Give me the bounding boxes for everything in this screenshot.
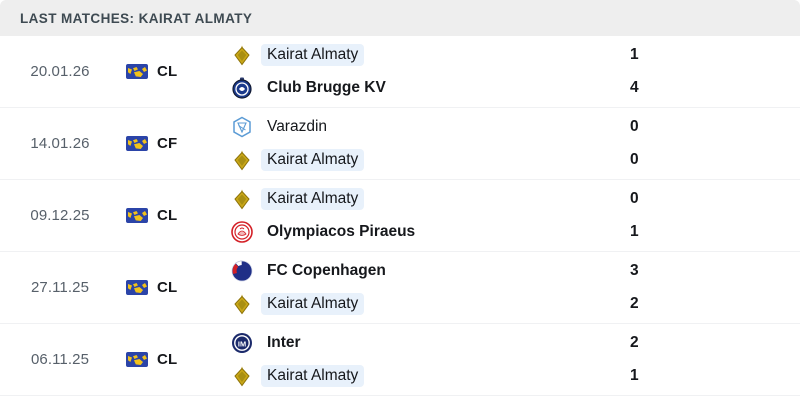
competition-cell[interactable]: CL — [120, 351, 225, 368]
team-line-home[interactable]: Varazdin — [231, 116, 620, 138]
kairat-almaty-logo-icon — [231, 293, 253, 315]
score-home: 1 — [630, 46, 639, 63]
competition-cell[interactable]: CL — [120, 63, 225, 80]
teams-cell: Varazdin Kairat Almaty — [225, 116, 620, 171]
match-date: 09.12.25 — [30, 207, 90, 224]
olympiacos-logo-icon — [231, 221, 253, 243]
page-title: LAST MATCHES: KAIRAT ALMATY — [20, 10, 253, 26]
match-date: 06.11.25 — [30, 351, 90, 368]
club-friendlies-icon — [126, 136, 148, 151]
club-brugge-logo-icon — [231, 77, 253, 99]
team-name-away[interactable]: Kairat Almaty — [261, 149, 365, 171]
team-name-home[interactable]: FC Copenhagen — [267, 262, 386, 279]
score-away: 2 — [630, 295, 639, 312]
table-row[interactable]: 20.01.26 CL Kairat Almaty Club Brugge KV 1 4 — [0, 36, 800, 108]
matches-list: 20.01.26 CL Kairat Almaty Club Brugge KV 1 4 1… — [0, 36, 800, 396]
match-date: 14.01.26 — [30, 135, 90, 152]
score-away: 4 — [630, 79, 639, 96]
score-away: 1 — [630, 223, 639, 240]
table-row[interactable]: 09.12.25 CL Kairat Almaty Olympiacos Piraeu… — [0, 180, 800, 252]
team-line-home[interactable]: Kairat Almaty — [231, 44, 620, 66]
competition-cell[interactable]: CL — [120, 207, 225, 224]
uefa-champions-league-icon — [126, 64, 148, 79]
inter-milan-logo-icon: IM — [231, 332, 253, 354]
competition-cell[interactable]: CF — [120, 135, 225, 152]
competition-code: CL — [157, 207, 178, 224]
competition-code: CF — [157, 135, 178, 152]
team-name-away[interactable]: Kairat Almaty — [261, 293, 365, 315]
team-line-away[interactable]: Olympiacos Piraeus — [231, 221, 620, 243]
table-row[interactable]: 06.11.25 CL IM Inter Kairat Almaty 2 1 — [0, 324, 800, 396]
team-name-home[interactable]: Kairat Almaty — [261, 188, 365, 210]
team-name-home[interactable]: Inter — [267, 334, 301, 351]
teams-cell: Kairat Almaty Club Brugge KV — [225, 44, 620, 99]
team-line-away[interactable]: Kairat Almaty — [231, 365, 620, 387]
score-home: 3 — [630, 262, 639, 279]
teams-cell: FC Copenhagen Kairat Almaty — [225, 260, 620, 315]
svg-text:IM: IM — [238, 339, 246, 348]
team-line-away[interactable]: Club Brugge KV — [231, 77, 620, 99]
panel-header: LAST MATCHES: KAIRAT ALMATY — [0, 0, 800, 36]
score-home: 0 — [630, 190, 639, 207]
team-line-home[interactable]: Kairat Almaty — [231, 188, 620, 210]
competition-code: CL — [157, 63, 178, 80]
match-date: 20.01.26 — [30, 63, 90, 80]
team-name-home[interactable]: Kairat Almaty — [261, 44, 365, 66]
kairat-almaty-logo-icon — [231, 188, 253, 210]
team-line-away[interactable]: Kairat Almaty — [231, 149, 620, 171]
uefa-champions-league-icon — [126, 208, 148, 223]
team-name-home[interactable]: Varazdin — [267, 118, 328, 135]
team-name-away[interactable]: Kairat Almaty — [261, 365, 365, 387]
team-line-home[interactable]: IM Inter — [231, 332, 620, 354]
kairat-almaty-logo-icon — [231, 44, 253, 66]
uefa-champions-league-icon — [126, 352, 148, 367]
teams-cell: Kairat Almaty Olympiacos Piraeus — [225, 188, 620, 243]
match-date: 27.11.25 — [30, 279, 90, 296]
team-line-away[interactable]: Kairat Almaty — [231, 293, 620, 315]
competition-cell[interactable]: CL — [120, 279, 225, 296]
team-name-away[interactable]: Club Brugge KV — [267, 79, 386, 96]
kairat-almaty-logo-icon — [231, 149, 253, 171]
fc-copenhagen-logo-icon — [231, 260, 253, 282]
table-row[interactable]: 14.01.26 CF Varazdin Kairat Almaty 0 0 — [0, 108, 800, 180]
uefa-champions-league-icon — [126, 280, 148, 295]
score-away: 1 — [630, 367, 639, 384]
competition-code: CL — [157, 279, 178, 296]
score-home: 0 — [630, 118, 639, 135]
teams-cell: IM Inter Kairat Almaty — [225, 332, 620, 387]
team-name-away[interactable]: Olympiacos Piraeus — [267, 223, 416, 240]
score-home: 2 — [630, 334, 639, 351]
team-line-home[interactable]: FC Copenhagen — [231, 260, 620, 282]
table-row[interactable]: 27.11.25 CL FC Copenhagen Kairat Almaty 3 2 — [0, 252, 800, 324]
kairat-almaty-logo-icon — [231, 365, 253, 387]
score-away: 0 — [630, 151, 639, 168]
competition-code: CL — [157, 351, 178, 368]
varazdin-logo-icon — [231, 116, 253, 138]
